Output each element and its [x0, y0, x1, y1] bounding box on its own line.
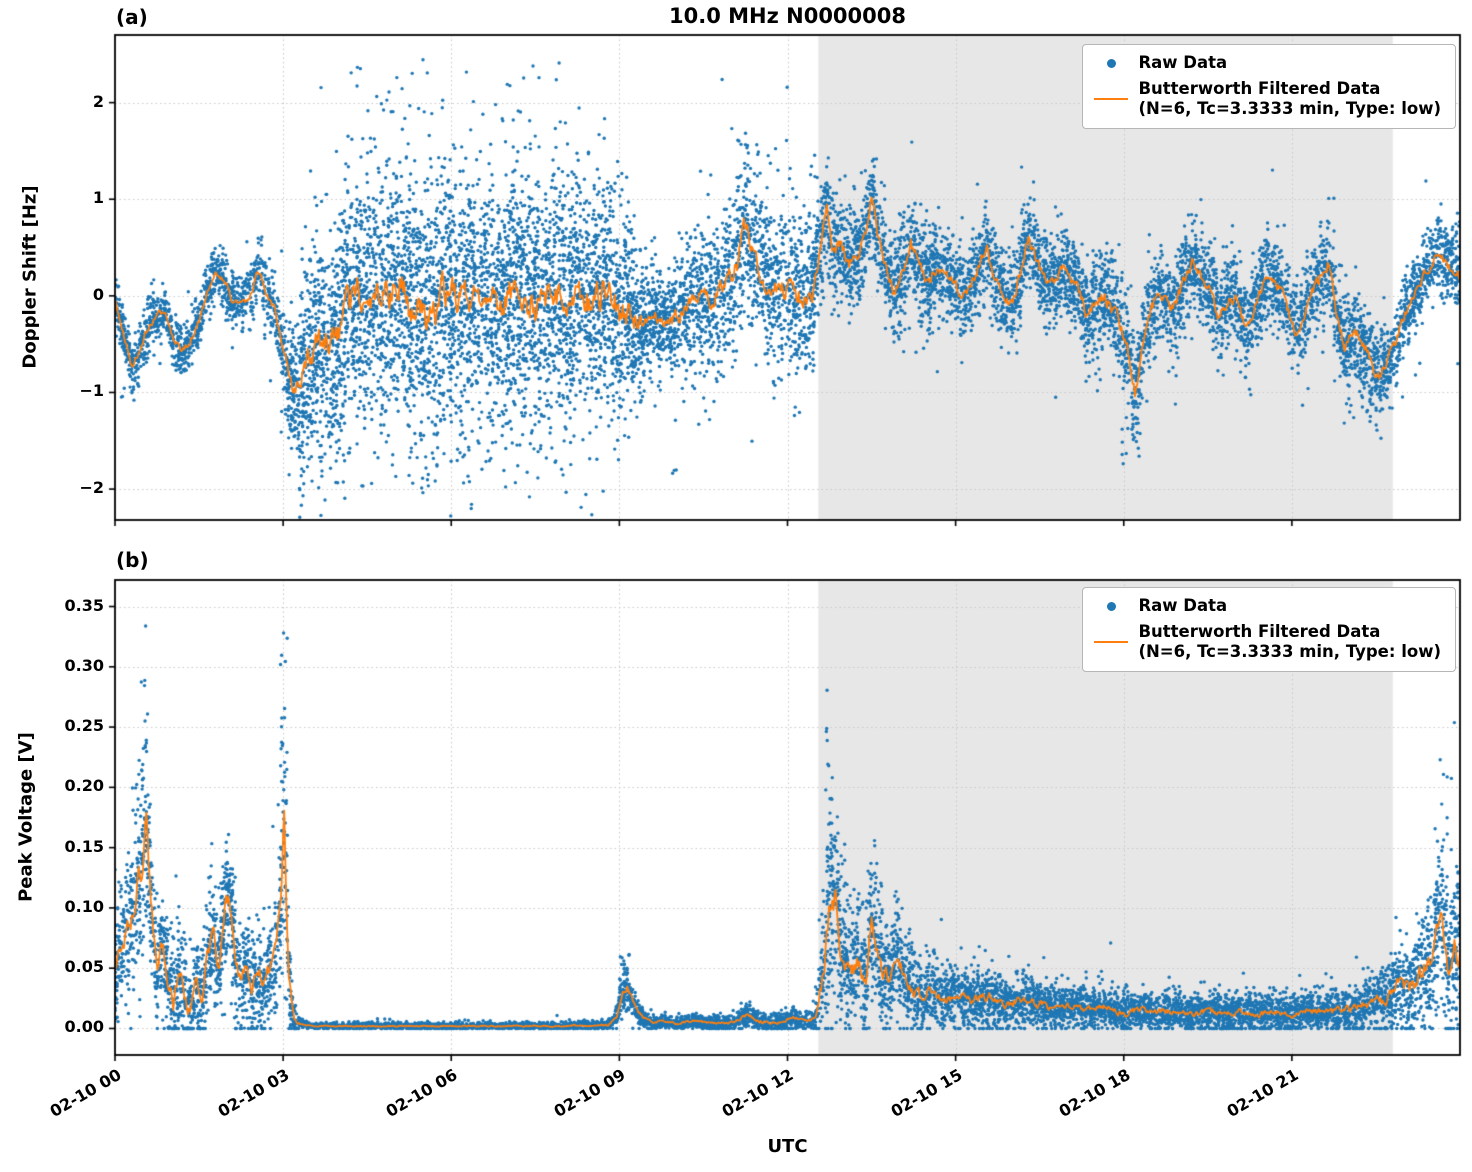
y-tick-label: −1: [79, 381, 104, 401]
y-axis-label-doppler: Doppler Shift [Hz]: [19, 185, 41, 369]
y-tick-label: 0.05: [64, 957, 104, 977]
panel-b-tag: (b): [116, 548, 149, 572]
raw-data-dot-icon: [1106, 58, 1116, 68]
filtered-data-line-icon: [1094, 98, 1129, 101]
y-tick-label: 0.20: [64, 776, 104, 796]
y-tick-label: 0.25: [64, 716, 104, 736]
legend-filtered-label-line1: Butterworth Filtered Data: [1138, 621, 1381, 641]
legend-entry-filtered: Butterworth Filtered Data (N=6, Tc=3.333…: [1093, 622, 1441, 663]
legend-raw-label: Raw Data: [1138, 53, 1228, 72]
y-tick-label: 0.15: [64, 836, 104, 856]
legend-filtered-label-line1: Butterworth Filtered Data: [1138, 78, 1381, 98]
y-tick-label: 0.30: [64, 655, 104, 675]
y-tick-label: 1: [92, 188, 104, 208]
legend-raw-label: Raw Data: [1138, 596, 1228, 615]
y-tick-label: 0.10: [64, 896, 104, 916]
y-tick-label: −2: [79, 478, 104, 498]
legend-panel-b: Raw Data Butterworth Filtered Data (N=6,…: [1082, 587, 1456, 672]
raw-data-dot-icon: [1106, 601, 1116, 611]
legend-panel-a: Raw Data Butterworth Filtered Data (N=6,…: [1082, 44, 1456, 129]
legend-entry-raw: Raw Data: [1093, 53, 1441, 74]
legend-filtered-label-line2: (N=6, Tc=3.3333 min, Type: low): [1138, 642, 1441, 662]
panel-a-tag: (a): [116, 5, 148, 29]
x-axis-label: UTC: [767, 1136, 808, 1157]
legend-entry-filtered: Butterworth Filtered Data (N=6, Tc=3.333…: [1093, 79, 1441, 120]
y-axis-label-voltage: Peak Voltage [V]: [15, 732, 37, 902]
y-tick-label: 2: [92, 91, 104, 111]
y-tick-label: 0.00: [64, 1017, 104, 1037]
y-tick-label: 0: [92, 284, 104, 304]
y-tick-label: 0.35: [64, 595, 104, 615]
filtered-data-line-icon: [1094, 641, 1129, 644]
chart-title: 10.0 MHz N0000008: [669, 4, 906, 28]
legend-filtered-label-line2: (N=6, Tc=3.3333 min, Type: low): [1138, 99, 1441, 119]
legend-entry-raw: Raw Data: [1093, 596, 1441, 617]
